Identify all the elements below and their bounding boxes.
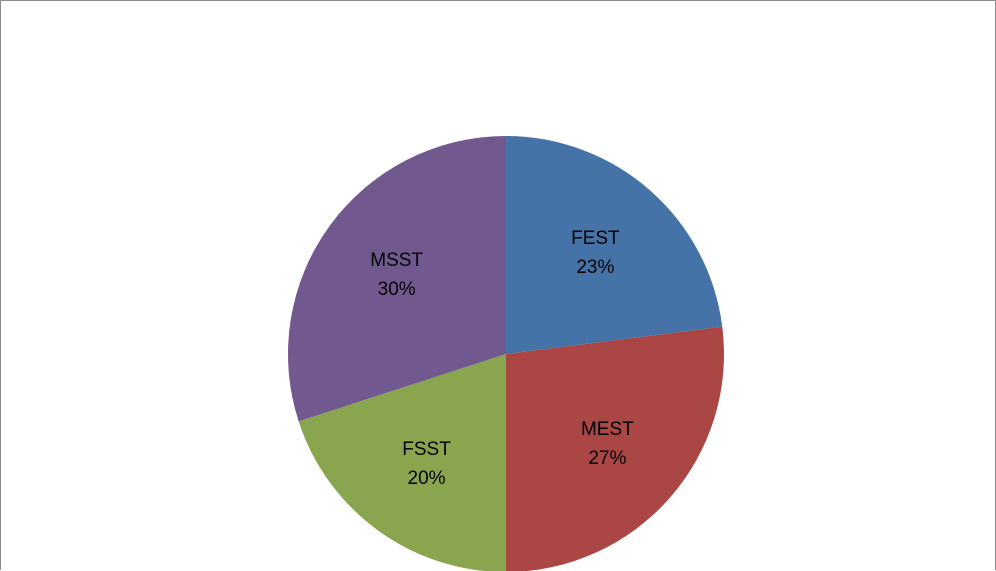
slice-percent-label: 23% [576, 257, 614, 278]
slice-percent-label: 20% [408, 468, 446, 489]
pie-slices [288, 136, 724, 571]
pie-labels: FEST 23% MEST 27% FSST 20% MSST 30% [370, 228, 634, 489]
slice-name-label: MSST [370, 250, 423, 271]
slice-name-label: FSST [402, 439, 451, 460]
slice-percent-label: 30% [378, 279, 416, 300]
pie-slice-mest [506, 326, 724, 571]
pie-slice-fsst [298, 354, 506, 571]
pie-slice-fest [506, 136, 723, 354]
slice-percent-label: 27% [588, 448, 626, 469]
slice-name-label: FEST [571, 228, 620, 249]
slice-name-label: MEST [581, 419, 634, 440]
pie-slice-msst [288, 136, 506, 422]
